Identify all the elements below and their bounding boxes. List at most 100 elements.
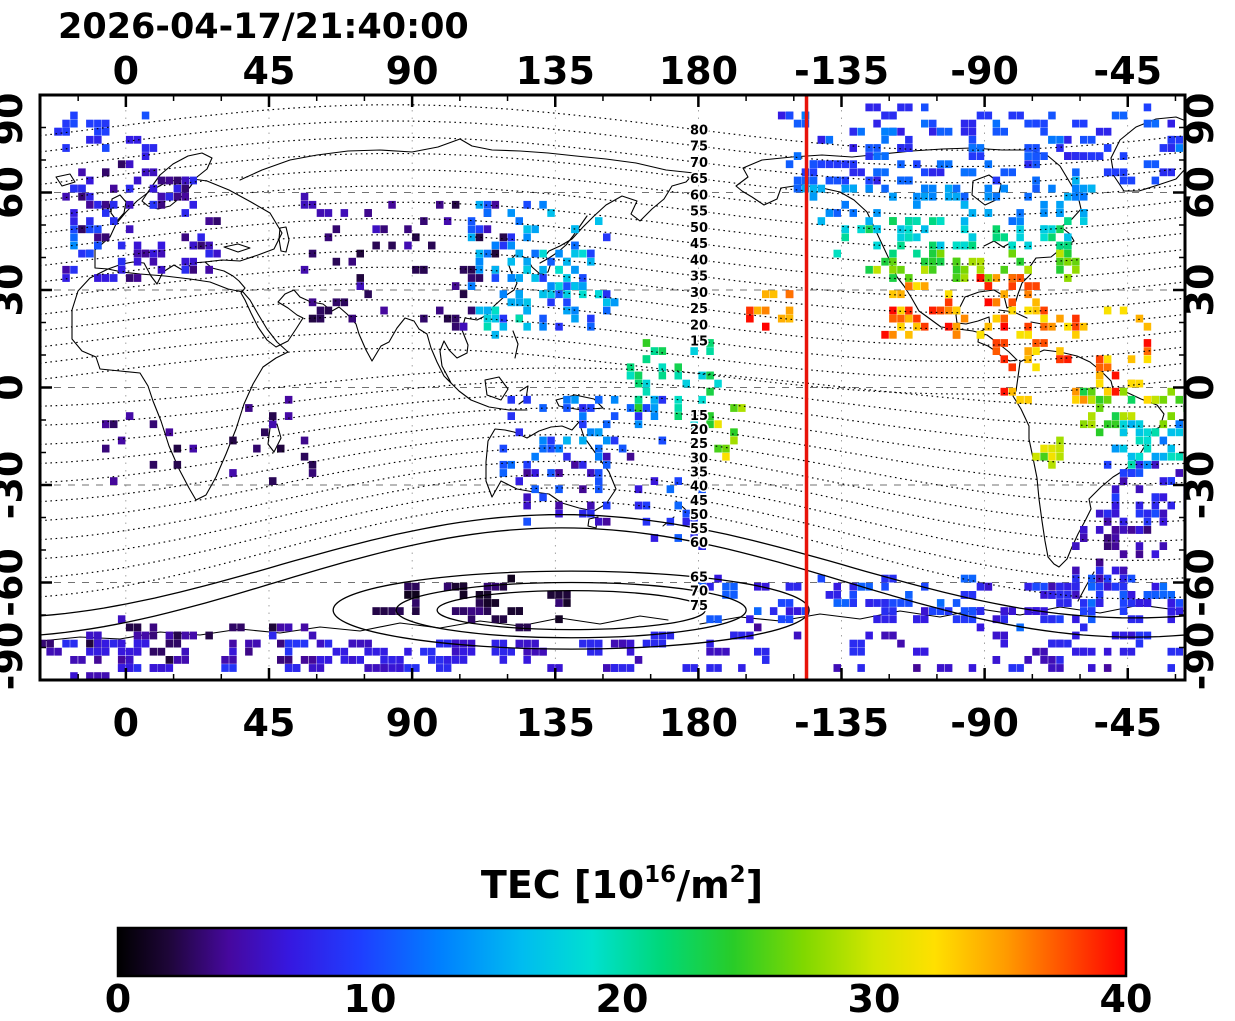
tec-pixel bbox=[459, 290, 468, 299]
tec-pixel bbox=[579, 282, 587, 290]
tec-pixel bbox=[849, 639, 857, 648]
tec-pixel bbox=[102, 672, 110, 679]
tec-pixel bbox=[984, 582, 993, 591]
tec-pixel bbox=[157, 192, 166, 201]
tec-pixel bbox=[889, 330, 897, 339]
contour-label: 50 bbox=[690, 508, 708, 523]
tec-pixel bbox=[1119, 428, 1128, 437]
tec-pixel bbox=[881, 152, 889, 160]
tec-pixel bbox=[1088, 599, 1096, 607]
tec-pixel bbox=[642, 355, 651, 364]
tec-pixel bbox=[181, 176, 189, 185]
tec-pixel bbox=[1064, 217, 1072, 225]
coastline-sumatra-java bbox=[446, 378, 528, 411]
tec-pixel bbox=[157, 249, 166, 258]
tec-pixel bbox=[1135, 460, 1144, 469]
tec-pixel bbox=[181, 257, 189, 266]
tec-pixel bbox=[507, 241, 515, 250]
tec-pixel bbox=[491, 615, 500, 624]
tec-pixel bbox=[300, 639, 309, 648]
coastline-great-lakes bbox=[983, 240, 1013, 248]
tec-pixel bbox=[459, 265, 468, 274]
contour-label: 45 bbox=[690, 494, 708, 509]
tec-pixel bbox=[300, 656, 309, 664]
tec-pixel bbox=[1048, 135, 1056, 144]
tec-pixel bbox=[149, 184, 158, 193]
tec-pixel bbox=[968, 135, 977, 144]
tec-pixel bbox=[133, 257, 142, 266]
contour-line bbox=[41, 474, 1184, 561]
tec-pixel bbox=[1127, 599, 1136, 607]
tec-pixel bbox=[523, 233, 531, 242]
tec-data-points bbox=[41, 103, 1184, 679]
tec-pixel bbox=[1135, 485, 1144, 494]
tec-pixel bbox=[86, 176, 94, 185]
tec-pixel bbox=[618, 664, 627, 672]
tec-pixel bbox=[960, 119, 969, 128]
tec-pixel bbox=[849, 599, 857, 607]
tec-pixel bbox=[1143, 339, 1152, 347]
tec-pixel bbox=[308, 249, 317, 258]
tec-pixel bbox=[754, 607, 762, 615]
contour-label: 55 bbox=[690, 522, 708, 537]
contour-label: 25 bbox=[690, 437, 708, 452]
y-axis-tick-label: 0 bbox=[0, 374, 31, 400]
tec-pixel bbox=[897, 103, 905, 112]
tec-pixel bbox=[841, 176, 849, 185]
tec-pixel bbox=[1127, 469, 1136, 477]
tec-pixel bbox=[1095, 558, 1104, 567]
tec-pixel bbox=[1095, 591, 1104, 599]
tec-pixel bbox=[125, 135, 134, 144]
tec-pixel bbox=[1159, 477, 1168, 485]
tec-pixel bbox=[1008, 249, 1016, 258]
tec-pixel bbox=[897, 241, 905, 250]
tec-pixel bbox=[404, 664, 412, 672]
tec-pixel bbox=[706, 412, 714, 420]
tec-pixel bbox=[929, 241, 937, 250]
tec-pixel bbox=[587, 249, 595, 258]
tec-pixel bbox=[308, 314, 317, 323]
tec-pixel bbox=[213, 217, 221, 225]
tec-pixel bbox=[547, 469, 555, 477]
tec-pixel bbox=[205, 265, 213, 274]
tec-pixel bbox=[483, 582, 492, 591]
tec-pixel bbox=[849, 144, 857, 152]
tec-pixel bbox=[181, 631, 189, 640]
tec-pixel bbox=[507, 412, 515, 420]
tec-pixel bbox=[579, 436, 587, 445]
tec-pixel bbox=[149, 623, 158, 632]
tec-pixel bbox=[960, 217, 969, 225]
tec-pixel bbox=[1040, 452, 1048, 461]
tec-pixel bbox=[475, 225, 484, 234]
tec-pixel bbox=[690, 509, 698, 518]
tec-pixel bbox=[1175, 144, 1183, 152]
tec-pixel bbox=[1080, 526, 1088, 534]
contour-line bbox=[41, 434, 1184, 504]
tec-pixel bbox=[1135, 615, 1144, 624]
tec-pixel bbox=[277, 639, 285, 648]
tec-pixel bbox=[666, 485, 675, 494]
tec-pixel bbox=[674, 371, 682, 380]
tec-pixel bbox=[1048, 225, 1056, 234]
tec-pixel bbox=[825, 591, 834, 599]
tec-pixel bbox=[929, 217, 937, 225]
tec-pixel bbox=[1167, 615, 1175, 624]
tec-pixel bbox=[881, 111, 889, 120]
tec-pixel bbox=[1135, 452, 1144, 461]
tec-pixel bbox=[1103, 574, 1112, 583]
tec-pixel bbox=[1143, 347, 1152, 355]
tec-pixel bbox=[507, 460, 515, 469]
coastline-borneo bbox=[484, 376, 509, 401]
tec-pixel bbox=[1008, 168, 1016, 177]
tec-pixel bbox=[897, 144, 905, 152]
tec-pixel bbox=[1040, 127, 1048, 136]
contour-label: 75 bbox=[690, 599, 708, 614]
tec-pixel bbox=[889, 290, 897, 299]
tec-pixel bbox=[420, 265, 428, 274]
tec-pixel bbox=[539, 404, 547, 412]
tec-pixel bbox=[380, 607, 388, 615]
tec-pixel bbox=[507, 574, 515, 583]
tec-pixel bbox=[857, 647, 865, 656]
tec-pixel bbox=[913, 615, 921, 624]
tec-pixel bbox=[94, 647, 102, 656]
